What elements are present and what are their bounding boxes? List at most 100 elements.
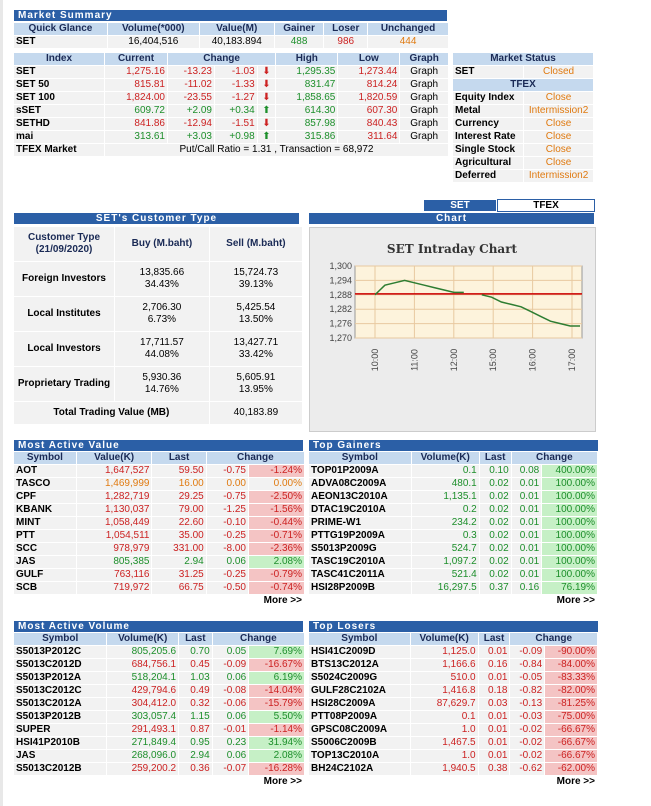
- tl-row[interactable]: PTT08P2009A 0.1 0.01 -0.03 -75.00%: [309, 711, 597, 723]
- tg-row[interactable]: S5013P2009G 524.7 0.02 0.01 100.00%: [309, 543, 597, 555]
- mavol-symbol[interactable]: S5013C2012A: [14, 698, 107, 710]
- tl-symbol[interactable]: BH24C2102A: [309, 763, 410, 775]
- tg-symbol[interactable]: TASC19C2010A: [309, 556, 411, 568]
- tl-row[interactable]: GPSC08C2009A 1.0 0.01 -0.02 -66.67%: [309, 724, 597, 736]
- mavol-row[interactable]: S5013C2012A 304,412.0 0.32 -0.06 -15.79%: [14, 698, 304, 710]
- tl-row[interactable]: HSI41C2009D 1,125.0 0.01 -0.09 -90.00%: [309, 646, 597, 658]
- tab-tfex[interactable]: TFEX: [497, 199, 595, 212]
- tg-row[interactable]: ADVA08C2009A 480.1 0.02 0.01 100.00%: [309, 478, 597, 490]
- mav-symbol[interactable]: SCC: [14, 543, 76, 555]
- tl-symbol[interactable]: S5006C2009B: [309, 737, 410, 749]
- mav-symbol[interactable]: PTT: [14, 530, 76, 542]
- mav-row[interactable]: SCB 719,972 66.75 -0.50 -0.74%: [14, 582, 304, 594]
- index-graph-link[interactable]: Graph: [400, 105, 448, 117]
- tg-symbol[interactable]: TASC41C2011A: [309, 569, 411, 581]
- mavol-last: 0.87: [179, 724, 212, 736]
- mav-row[interactable]: MINT 1,058,449 22.60 -0.10 -0.44%: [14, 517, 304, 529]
- tg-symbol[interactable]: TOP01P2009A: [309, 465, 411, 477]
- tl-symbol[interactable]: PTT08P2009A: [309, 711, 410, 723]
- mav-symbol[interactable]: AOT: [14, 465, 76, 477]
- tg-change: 0.08: [511, 465, 542, 477]
- tg-row[interactable]: PTTG19P2009A 0.3 0.02 0.01 100.00%: [309, 530, 597, 542]
- mav-symbol[interactable]: GULF: [14, 569, 76, 581]
- mavol-row[interactable]: SUPER 291,493.1 0.87 -0.01 -1.14%: [14, 724, 304, 736]
- tg-more-link[interactable]: More >>: [556, 595, 595, 606]
- tl-symbol[interactable]: GULF28C2102A: [309, 685, 410, 697]
- mavol-row[interactable]: S5013P2012C 805,205.6 0.70 0.05 7.69%: [14, 646, 304, 658]
- mavol-last: 0.49: [179, 685, 212, 697]
- mavol-row[interactable]: JAS 268,096.0 2.94 0.06 2.08%: [14, 750, 304, 762]
- tg-row[interactable]: TASC19C2010A 1,097.2 0.02 0.01 100.00%: [309, 556, 597, 568]
- mav-symbol[interactable]: KBANK: [14, 504, 76, 516]
- mavol-symbol[interactable]: HSI41P2010B: [14, 737, 107, 749]
- mav-symbol[interactable]: MINT: [14, 517, 76, 529]
- mavol-row[interactable]: S5013C2012D 684,756.1 0.45 -0.09 -16.67%: [14, 659, 304, 671]
- index-graph-link[interactable]: Graph: [400, 92, 448, 104]
- mavol-symbol[interactable]: S5013C2012B: [14, 763, 107, 775]
- mav-row[interactable]: PTT 1,054,511 35.00 -0.25 -0.71%: [14, 530, 304, 542]
- mav-symbol[interactable]: CPF: [14, 491, 76, 503]
- mavol-symbol[interactable]: S5013C2012C: [14, 685, 107, 697]
- tl-row[interactable]: S5006C2009B 1,467.5 0.01 -0.02 -66.67%: [309, 737, 597, 749]
- mav-row[interactable]: AOT 1,647,527 59.50 -0.75 -1.24%: [14, 465, 304, 477]
- tl-row[interactable]: GULF28C2102A 1,416.8 0.18 -0.82 -82.00%: [309, 685, 597, 697]
- tab-set[interactable]: SET: [424, 200, 496, 211]
- mavol-symbol[interactable]: S5013P2012B: [14, 711, 107, 723]
- index-graph-link[interactable]: Graph: [400, 66, 448, 78]
- tg-symbol[interactable]: PRIME-W1: [309, 517, 411, 529]
- tg-symbol[interactable]: DTAC19C2010A: [309, 504, 411, 516]
- mav-row[interactable]: GULF 763,116 31.25 -0.25 -0.79%: [14, 569, 304, 581]
- mavol-more-link[interactable]: More >>: [263, 776, 302, 787]
- mavol-row[interactable]: S5013C2012B 259,200.2 0.36 -0.07 -16.28%: [14, 763, 304, 775]
- index-graph-link[interactable]: Graph: [400, 131, 448, 143]
- tg-row[interactable]: PRIME-W1 234.2 0.02 0.01 100.00%: [309, 517, 597, 529]
- mav-col-change: Change: [206, 452, 304, 464]
- mavol-symbol[interactable]: S5013P2012A: [14, 672, 107, 684]
- tl-row[interactable]: TOP13C2010A 1.0 0.01 -0.02 -66.67%: [309, 750, 597, 762]
- mav-change-percent: -0.74%: [249, 582, 304, 594]
- mav-symbol[interactable]: TASCO: [14, 478, 76, 490]
- mav-more-link[interactable]: More >>: [263, 595, 302, 606]
- tl-more-link[interactable]: More >>: [556, 776, 595, 787]
- mavol-row[interactable]: S5013P2012A 518,204.1 1.03 0.06 6.19%: [14, 672, 304, 684]
- tl-symbol[interactable]: BTS13C2012A: [309, 659, 410, 671]
- index-graph-link[interactable]: Graph: [400, 79, 448, 91]
- mav-row[interactable]: KBANK 1,130,037 79.00 -1.25 -1.56%: [14, 504, 304, 516]
- tl-symbol[interactable]: GPSC08C2009A: [309, 724, 410, 736]
- index-graph-link[interactable]: Graph: [400, 118, 448, 130]
- tg-row[interactable]: TOP01P2009A 0.1 0.10 0.08 400.00%: [309, 465, 597, 477]
- mavol-symbol[interactable]: SUPER: [14, 724, 107, 736]
- mavol-symbol[interactable]: S5013C2012D: [14, 659, 107, 671]
- mavol-symbol[interactable]: JAS: [14, 750, 107, 762]
- tg-row[interactable]: TASC41C2011A 521.4 0.02 0.01 100.00%: [309, 569, 597, 581]
- tg-row[interactable]: HSI28P2009B 16,297.5 0.37 0.16 76.19%: [309, 582, 597, 594]
- tl-row[interactable]: BTS13C2012A 1,166.6 0.16 -0.84 -84.00%: [309, 659, 597, 671]
- tg-symbol[interactable]: ADVA08C2009A: [309, 478, 411, 490]
- tg-row[interactable]: AEON13C2010A 1,135.1 0.02 0.01 100.00%: [309, 491, 597, 503]
- tl-last: 0.01: [478, 711, 510, 723]
- mav-row[interactable]: SCC 978,979 331.00 -8.00 -2.36%: [14, 543, 304, 555]
- tg-symbol[interactable]: AEON13C2010A: [309, 491, 411, 503]
- tg-row[interactable]: DTAC19C2010A 0.2 0.02 0.01 100.00%: [309, 504, 597, 516]
- tl-row[interactable]: HSI28C2009A 87,629.7 0.03 -0.13 -81.25%: [309, 698, 597, 710]
- tl-symbol[interactable]: HSI41C2009D: [309, 646, 410, 658]
- tl-row[interactable]: S5024C2009G 510.0 0.01 -0.05 -83.33%: [309, 672, 597, 684]
- mav-row[interactable]: TASCO 1,469,999 16.00 0.00 0.00%: [14, 478, 304, 490]
- mav-symbol[interactable]: JAS: [14, 556, 76, 568]
- mavol-symbol[interactable]: S5013P2012C: [14, 646, 107, 658]
- mavol-row[interactable]: S5013C2012C 429,794.6 0.49 -0.08 -14.04%: [14, 685, 304, 697]
- mav-row[interactable]: JAS 805,385 2.94 0.06 2.08%: [14, 556, 304, 568]
- tl-row[interactable]: BH24C2102A 1,940.5 0.38 -0.62 -62.00%: [309, 763, 597, 775]
- mavol-row[interactable]: HSI41P2010B 271,849.4 0.95 0.23 31.94%: [14, 737, 304, 749]
- arrow-down-icon: ⬇: [257, 79, 276, 91]
- tl-symbol[interactable]: HSI28C2009A: [309, 698, 410, 710]
- tg-symbol[interactable]: PTTG19P2009A: [309, 530, 411, 542]
- tg-symbol[interactable]: HSI28P2009B: [309, 582, 411, 594]
- mavol-row[interactable]: S5013P2012B 303,057.4 1.15 0.06 5.50%: [14, 711, 304, 723]
- tg-symbol[interactable]: S5013P2009G: [309, 543, 411, 555]
- tl-symbol[interactable]: TOP13C2010A: [309, 750, 410, 762]
- tg-change: 0.01: [511, 478, 542, 490]
- mav-symbol[interactable]: SCB: [14, 582, 76, 594]
- mav-row[interactable]: CPF 1,282,719 29.25 -0.75 -2.50%: [14, 491, 304, 503]
- tl-symbol[interactable]: S5024C2009G: [309, 672, 410, 684]
